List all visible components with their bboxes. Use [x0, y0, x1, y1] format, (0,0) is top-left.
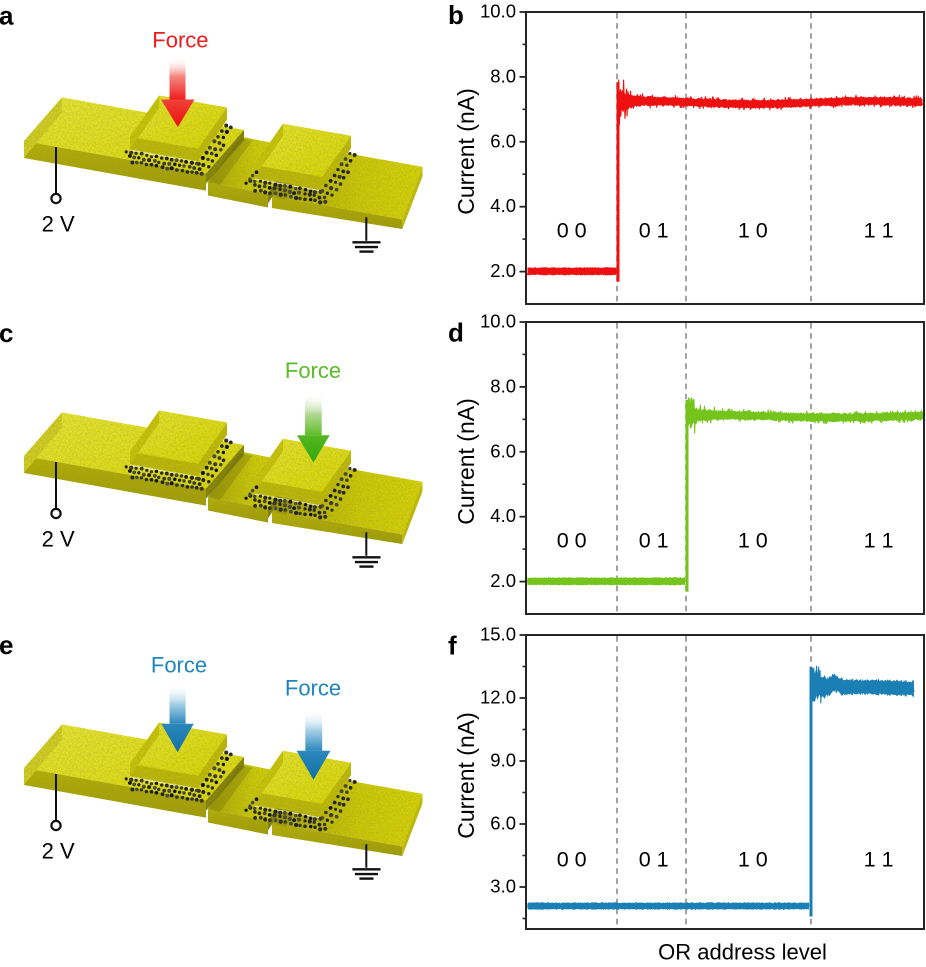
svg-text:2.0: 2.0 [490, 570, 516, 591]
svg-text:1 0: 1 0 [738, 219, 768, 243]
svg-text:0 1: 0 1 [639, 529, 669, 553]
svg-text:Current (nA): Current (nA) [453, 712, 479, 839]
svg-text:e: e [0, 630, 13, 660]
svg-text:d: d [448, 318, 464, 348]
svg-text:4.0: 4.0 [490, 505, 516, 526]
svg-text:8.0: 8.0 [490, 65, 516, 86]
svg-text:1 1: 1 1 [864, 848, 894, 872]
svg-text:c: c [0, 318, 13, 348]
svg-text:6.0: 6.0 [490, 813, 516, 834]
svg-text:10.0: 10.0 [480, 1, 516, 22]
svg-text:9.0: 9.0 [490, 750, 516, 771]
svg-text:1 0: 1 0 [738, 848, 768, 872]
svg-text:Force: Force [151, 653, 207, 678]
svg-text:6.0: 6.0 [490, 130, 516, 151]
svg-text:b: b [448, 0, 464, 30]
svg-text:0 0: 0 0 [557, 848, 587, 872]
svg-text:a: a [0, 0, 14, 30]
svg-text:Force: Force [285, 676, 341, 701]
svg-text:1 1: 1 1 [864, 529, 894, 553]
svg-text:6.0: 6.0 [490, 440, 516, 461]
svg-text:4.0: 4.0 [490, 195, 516, 216]
svg-text:OR address level: OR address level [658, 940, 827, 965]
svg-text:0 1: 0 1 [639, 848, 669, 872]
svg-text:10.0: 10.0 [480, 311, 516, 332]
svg-text:0 1: 0 1 [639, 219, 669, 243]
svg-text:3.0: 3.0 [490, 876, 516, 897]
svg-text:Current (nA): Current (nA) [453, 88, 479, 215]
svg-text:15.0: 15.0 [480, 624, 516, 645]
svg-text:1 0: 1 0 [738, 529, 768, 553]
svg-text:f: f [448, 631, 457, 661]
svg-text:Force: Force [152, 28, 208, 53]
svg-text:8.0: 8.0 [490, 375, 516, 396]
svg-text:Force: Force [285, 358, 341, 383]
svg-text:0 0: 0 0 [557, 219, 587, 243]
svg-text:0 0: 0 0 [557, 529, 587, 553]
svg-text:2.0: 2.0 [490, 260, 516, 281]
svg-text:12.0: 12.0 [480, 687, 516, 708]
svg-text:1 1: 1 1 [864, 219, 894, 243]
svg-text:Current (nA): Current (nA) [453, 398, 479, 525]
